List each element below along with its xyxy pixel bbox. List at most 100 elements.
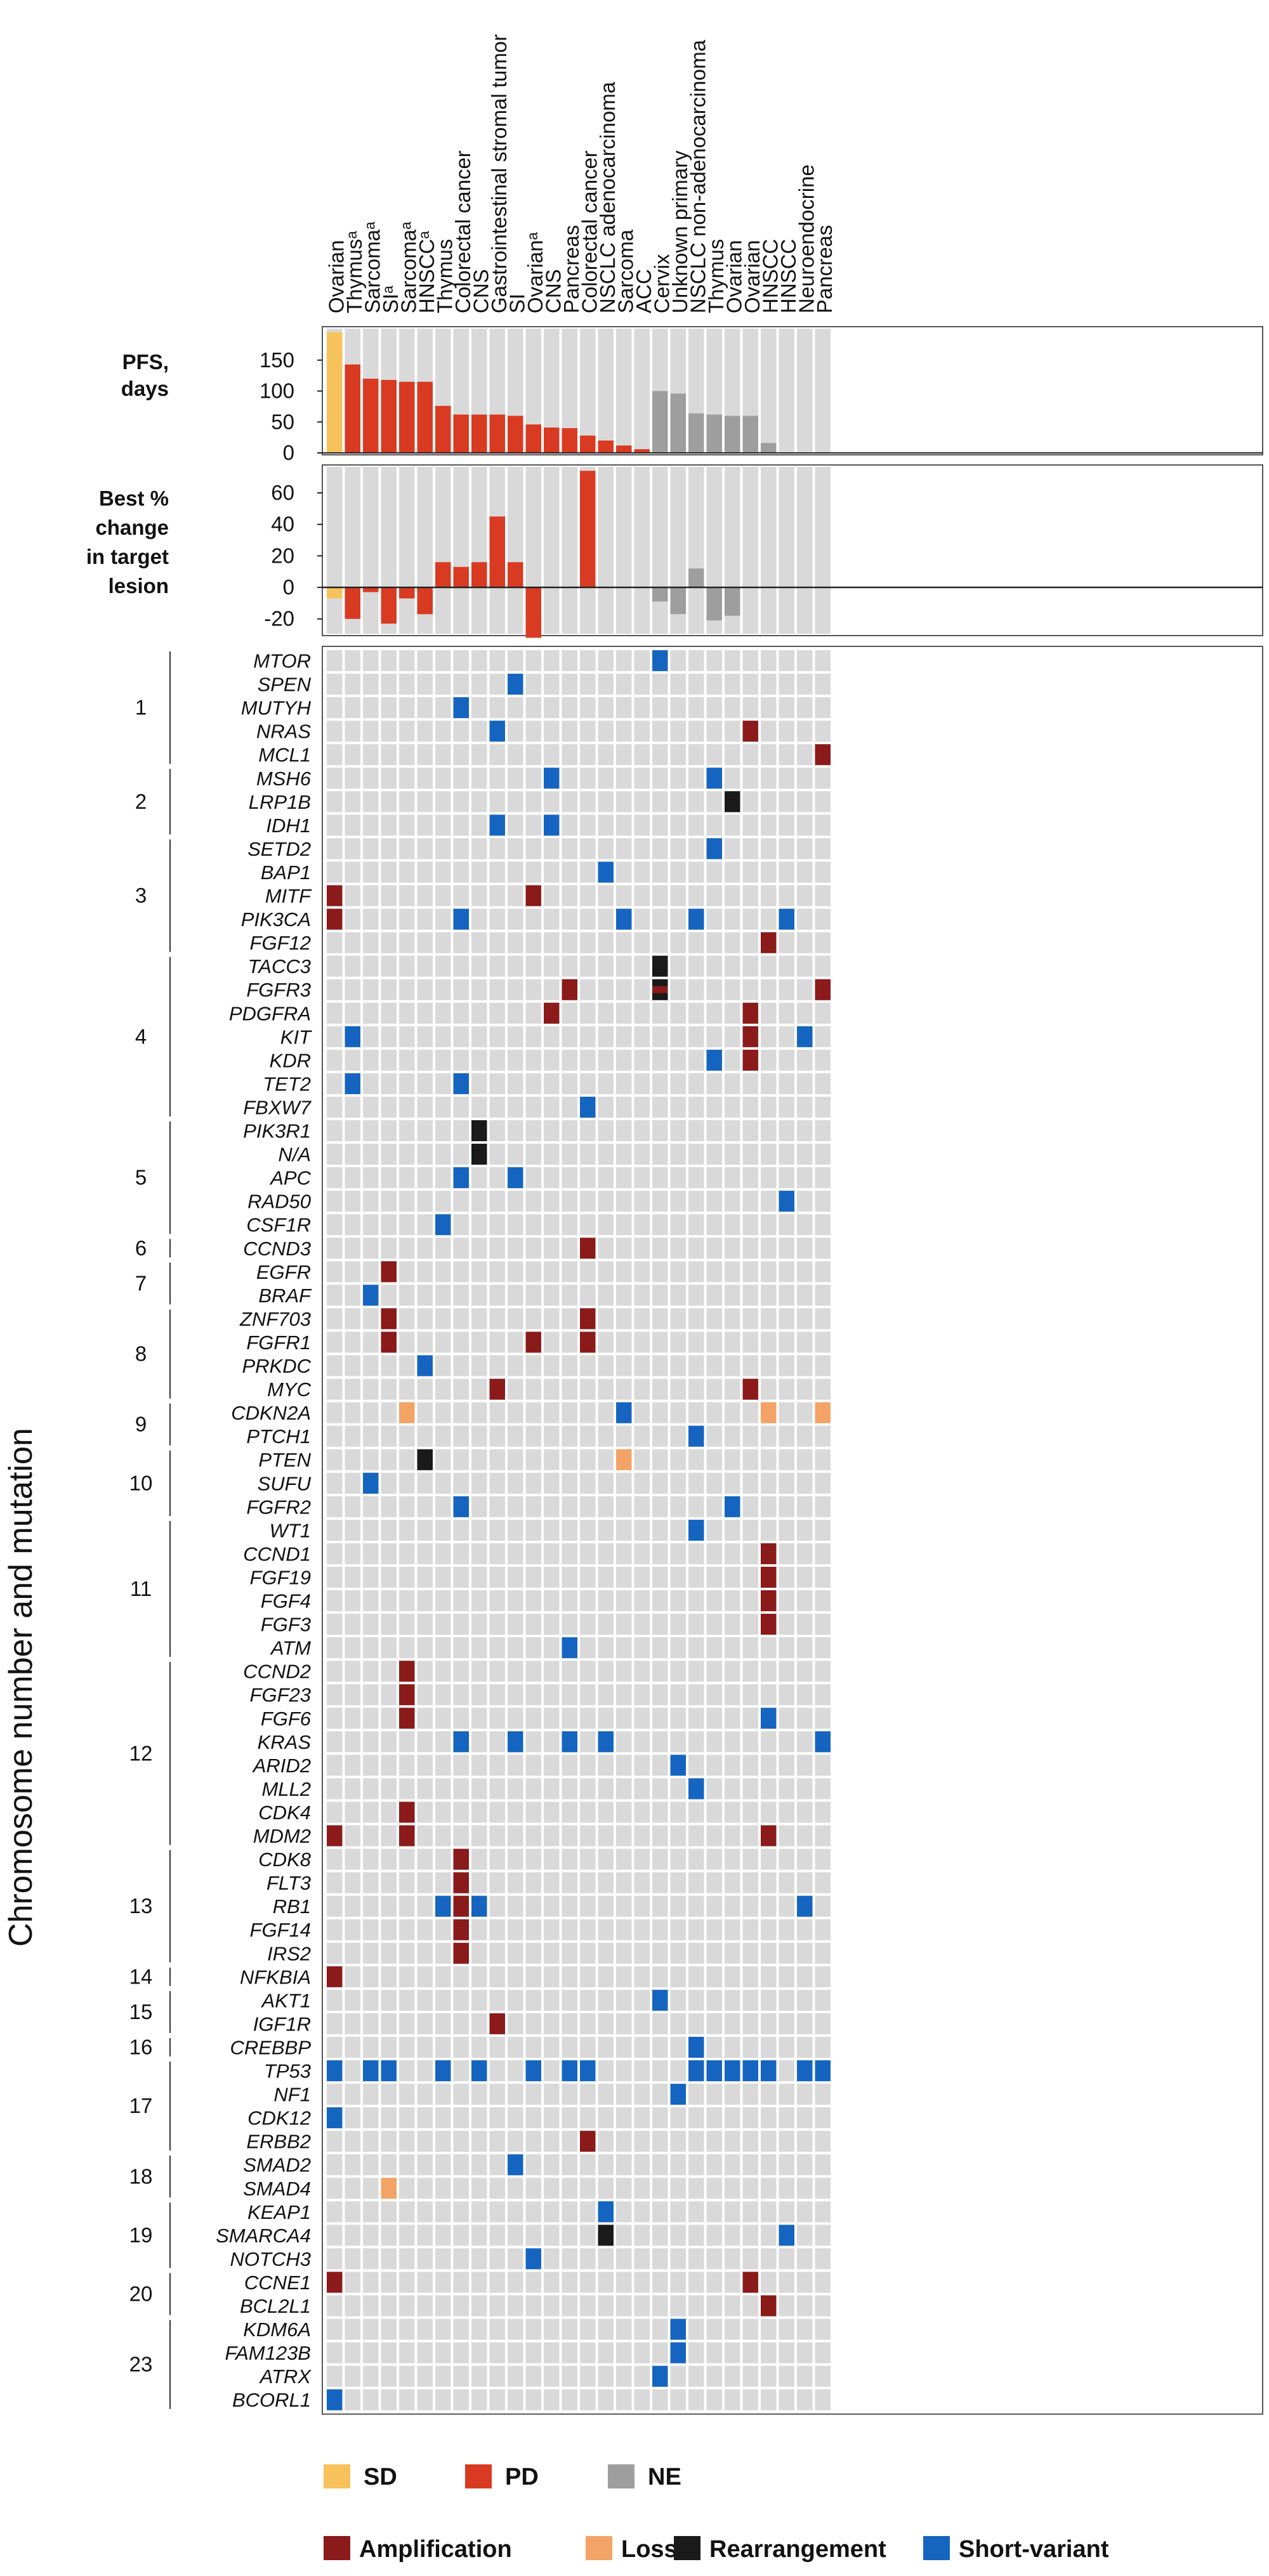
heatmap-cell (544, 1472, 560, 1494)
gene-label: AKT1 (260, 1989, 311, 2011)
heatmap-cell (706, 2318, 722, 2340)
heatmap-cell (725, 1566, 740, 1588)
alteration-short (670, 2084, 686, 2105)
heatmap-cell (435, 1708, 451, 1729)
heatmap-cell (634, 1261, 650, 1283)
heatmap-cell (508, 814, 523, 836)
heatmap-cell (742, 1661, 758, 1682)
heatmap-cell (616, 979, 632, 1000)
alteration-short (652, 1989, 668, 2011)
heatmap-cell (670, 1801, 686, 1823)
heatmap-cell (345, 1590, 360, 1612)
heatmap-cell (489, 2084, 505, 2105)
heatmap-cell (742, 1942, 758, 1964)
heatmap-cell (381, 1755, 397, 1776)
heatmap-cell (706, 1708, 722, 1729)
heatmap-cell (725, 697, 740, 719)
heatmap-cell (652, 2084, 668, 2105)
heatmap-cell (670, 1496, 686, 1517)
heatmap-cell (453, 674, 469, 695)
heatmap-cell (598, 1708, 614, 1729)
heatmap-cell (453, 2060, 469, 2082)
heatmap-cell (779, 2107, 794, 2129)
heatmap-cell (580, 1895, 596, 1917)
heatmap-cell (797, 791, 813, 813)
alteration-short (508, 674, 523, 695)
change-bar (345, 587, 360, 619)
heatmap-cell (327, 1778, 343, 1800)
heatmap-cell (525, 1167, 541, 1189)
heatmap-cell (598, 838, 614, 860)
gene-label: PIK3R1 (243, 1120, 311, 1142)
pfs-bar (670, 393, 686, 453)
heatmap-cell (706, 1472, 722, 1494)
heatmap-cell (742, 1684, 758, 1706)
heatmap-cell (327, 1238, 343, 1259)
heatmap-cell (616, 2342, 632, 2364)
change-column-background (761, 467, 777, 634)
heatmap-cell (453, 2342, 469, 2364)
pfs-column-background (598, 329, 614, 453)
heatmap-cell (508, 1825, 523, 1847)
heatmap-cell (670, 1331, 686, 1353)
heatmap-cell (688, 1308, 704, 1330)
heatmap-cell (489, 2225, 505, 2246)
heatmap-cell (435, 814, 451, 836)
heatmap-cell (327, 1144, 343, 1165)
heatmap-cell (815, 885, 831, 906)
heatmap-cell (688, 1543, 704, 1564)
heatmap-cell (435, 1402, 451, 1423)
heatmap-cell (381, 838, 397, 860)
alteration-short (652, 2365, 668, 2387)
heatmap-cell (489, 1331, 505, 1353)
heatmap-cell (544, 1402, 560, 1423)
heatmap-cell (742, 1519, 758, 1541)
heatmap-cell (544, 838, 560, 860)
change-column-background (688, 467, 704, 634)
heatmap-cell (471, 1566, 487, 1588)
heatmap-cell (761, 2272, 777, 2293)
heatmap-cell (797, 1590, 813, 1612)
heatmap-cell (580, 1261, 596, 1283)
gene-label: BAP1 (261, 861, 311, 884)
heatmap-cell (797, 1989, 813, 2011)
gene-label: MYC (267, 1378, 312, 1401)
heatmap-cell (399, 1026, 415, 1047)
heatmap-cell (363, 2013, 379, 2034)
heatmap-cell (580, 1755, 596, 1776)
heatmap-cell (797, 1472, 813, 1494)
heatmap-cell (508, 1661, 523, 1682)
heatmap-cell (489, 979, 505, 1000)
heatmap-cell (417, 697, 433, 719)
heatmap-cell (580, 1731, 596, 1753)
column-header: Thymus (433, 239, 456, 313)
heatmap-cell (508, 1002, 523, 1024)
heatmap-cell (706, 861, 722, 883)
heatmap-cell (616, 1566, 632, 1588)
heatmap-cell (742, 1449, 758, 1470)
heatmap-cell (598, 721, 614, 742)
heatmap-cell (742, 2013, 758, 2034)
legend-label-amp: Amplification (359, 2536, 512, 2563)
heatmap-cell (725, 1519, 740, 1541)
alteration-short (435, 1214, 451, 1236)
heatmap-cell (363, 791, 379, 813)
heatmap-cell (688, 1096, 704, 1118)
heatmap-cell (508, 2318, 523, 2340)
heatmap-cell (598, 697, 614, 719)
heatmap-cell (616, 932, 632, 953)
heatmap-cell (725, 1614, 740, 1635)
heatmap-cell (453, 1614, 469, 1635)
heatmap-cell (706, 2225, 722, 2246)
heatmap-cell (453, 1989, 469, 2011)
heatmap-cell (580, 1801, 596, 1823)
heatmap-cell (399, 1496, 415, 1517)
heatmap-cell (363, 1402, 379, 1423)
column-header: Ovarian (722, 240, 746, 313)
heatmap-cell (381, 1825, 397, 1847)
heatmap-cell (345, 1425, 360, 1447)
heatmap-cell (761, 1895, 777, 1917)
heatmap-cell (435, 697, 451, 719)
heatmap-cell (508, 1966, 523, 1987)
heatmap-cell (471, 838, 487, 860)
